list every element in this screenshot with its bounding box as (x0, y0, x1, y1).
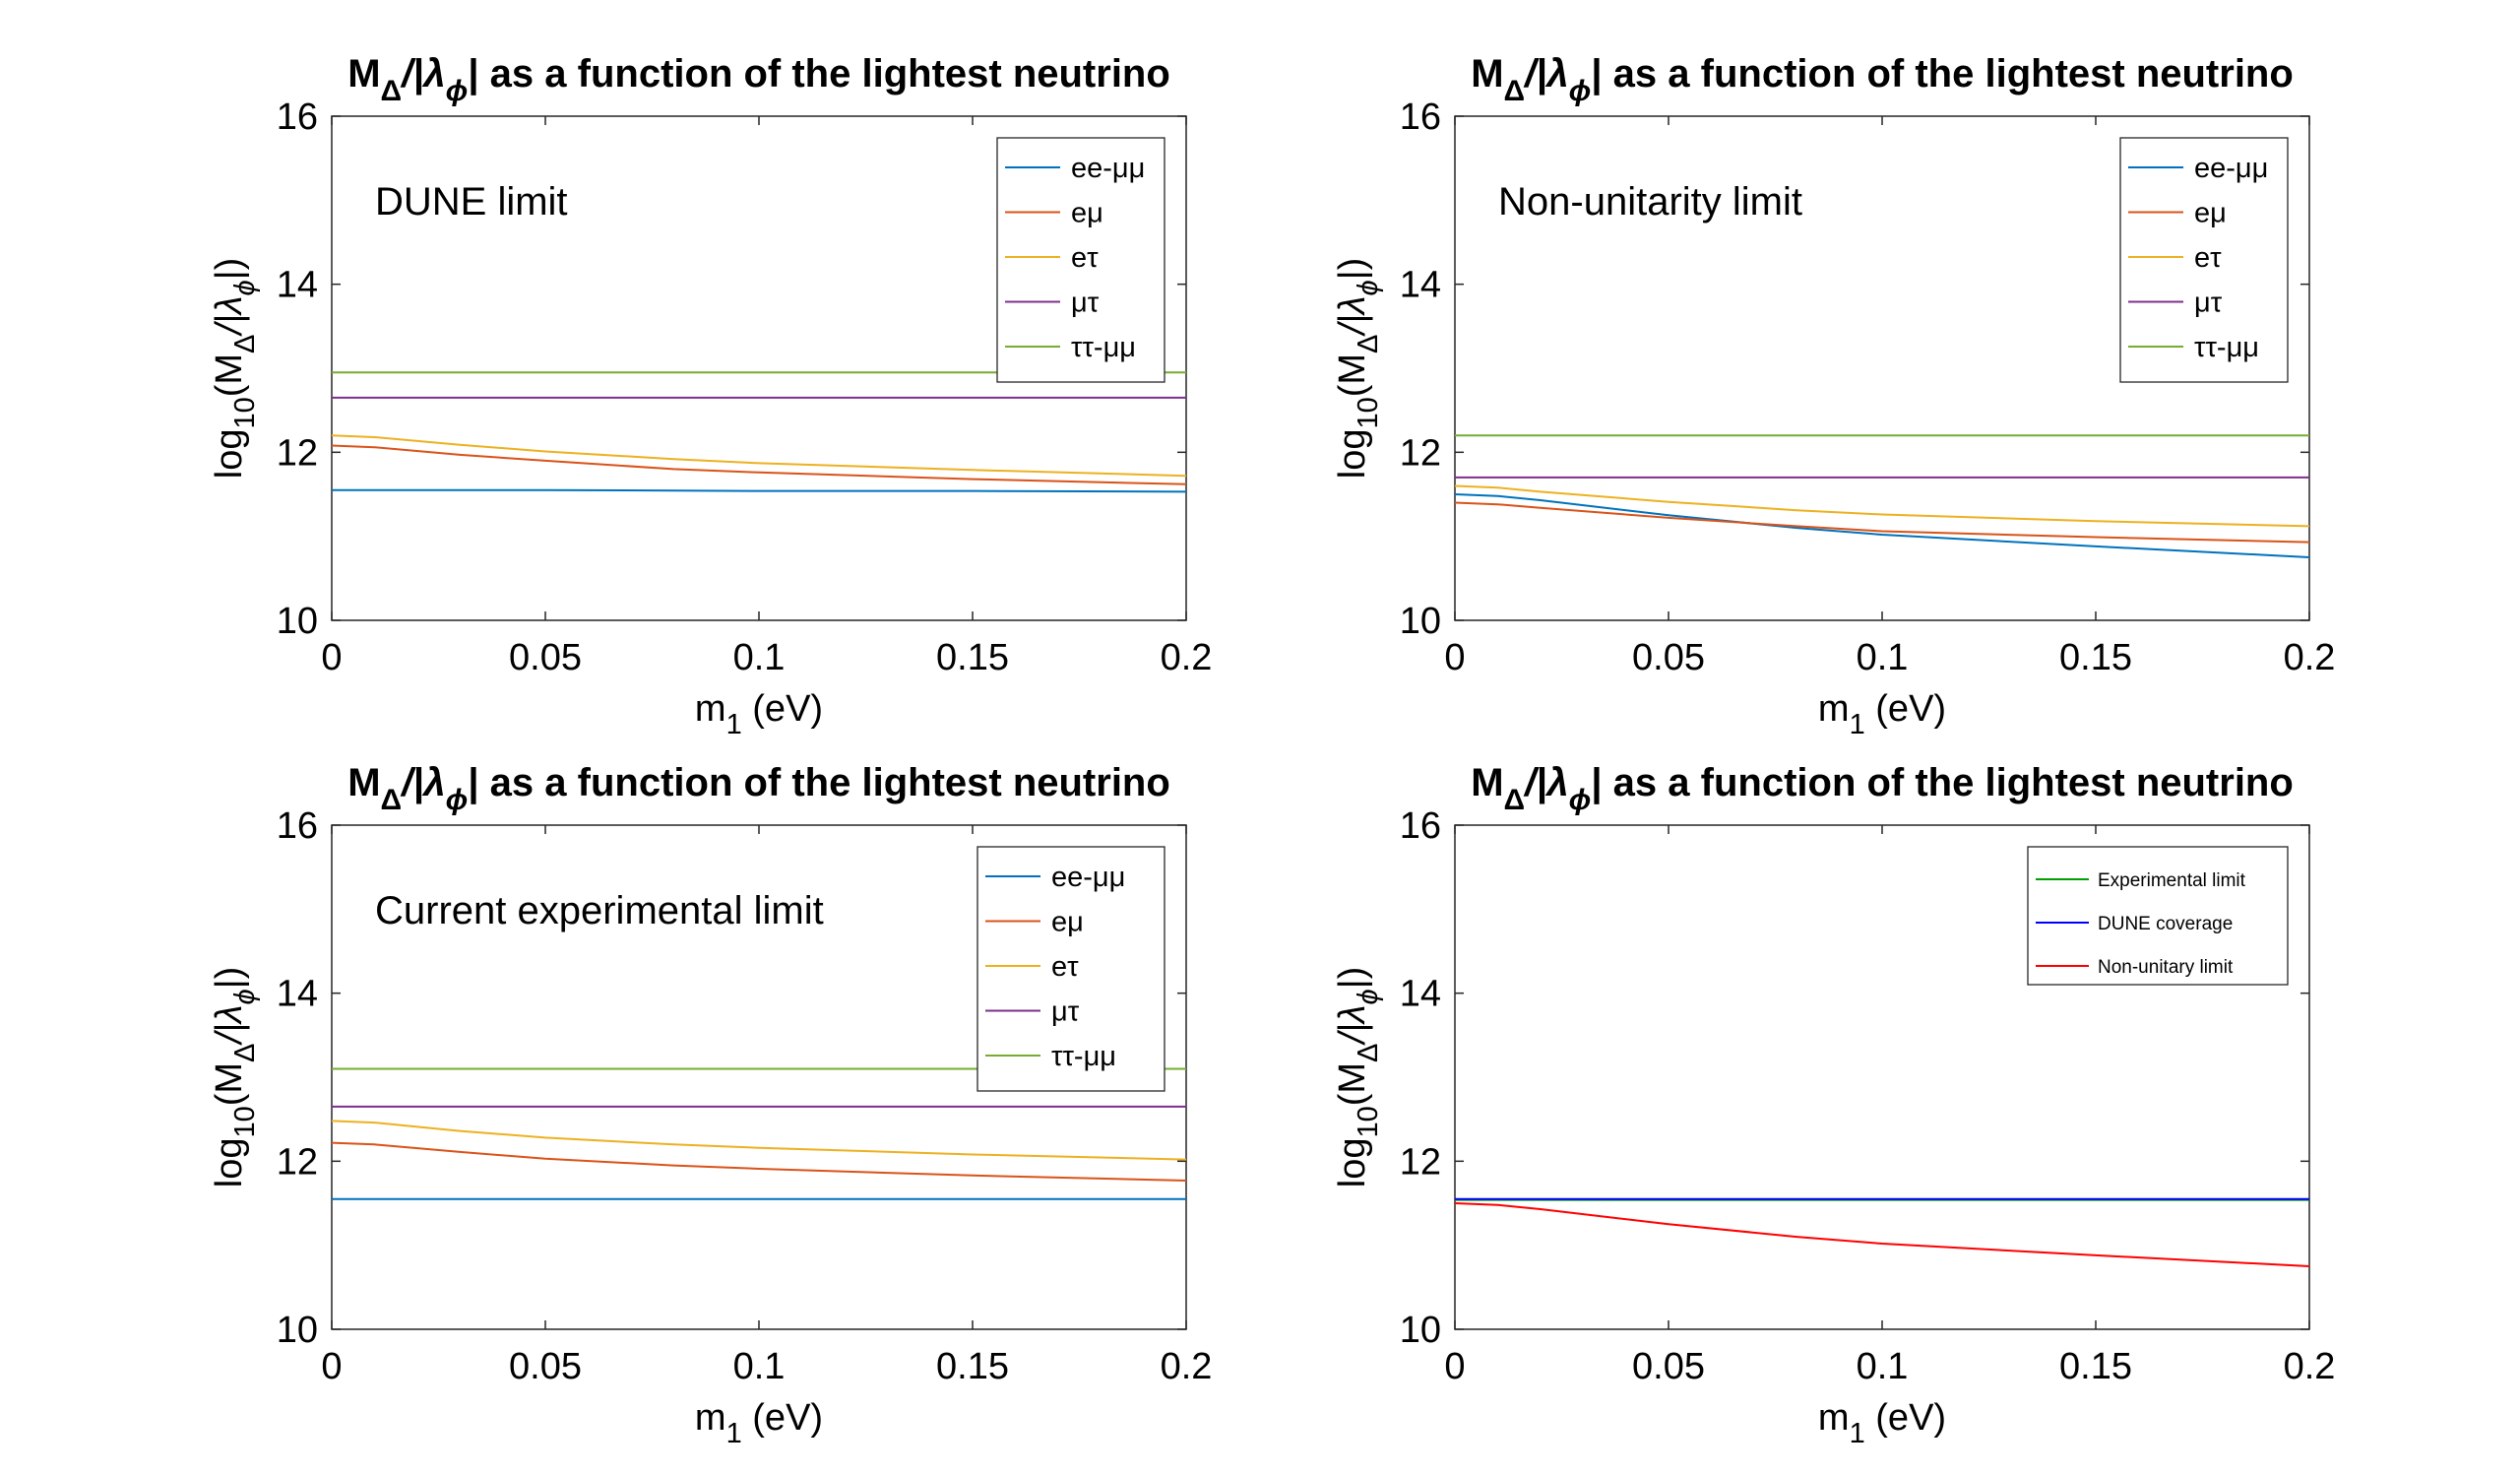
y-axis-label: log10(MΔ/|λϕ|) (1332, 258, 1384, 479)
legend: ee-μμ eμ eτ μτ ττ-μμ (2119, 137, 2289, 383)
y-tick-label: 16 (1400, 96, 1441, 138)
plot-annotation: Current experimental limit (375, 889, 824, 932)
x-tick-label: 0.15 (2059, 1346, 2132, 1387)
x-axis-label: m1 (eV) (1818, 688, 1946, 740)
x-tick-label: 0 (1444, 1346, 1465, 1387)
x-tick-label: 0.05 (1632, 637, 1705, 678)
legend-entry: Non-unitary limit (2098, 957, 2234, 978)
x-tick-label: 0.05 (509, 637, 582, 678)
y-tick-label: 14 (277, 974, 318, 1015)
plot-annotation: DUNE limit (375, 180, 568, 224)
x-tick-label: 0.15 (936, 1346, 1009, 1387)
legend: Experimental limit DUNE coverage Non-unita… (2027, 846, 2289, 986)
legend-entry: ee-μμ (1071, 153, 1145, 184)
legend: ee-μμ eμ eτ μτ ττ-μμ (976, 846, 1166, 1092)
legend-entry: ττ-μμ (1071, 332, 1136, 363)
y-tick-label: 16 (277, 96, 318, 138)
legend-entry: eτ (2194, 242, 2222, 274)
plot-title: MΔ/|λϕ| as a function of the lightest ne… (347, 52, 1170, 107)
series-line-2 (331, 444, 1187, 485)
y-tick-label: 10 (277, 1310, 318, 1351)
x-axis-label: m1 (eV) (695, 688, 823, 740)
plot-title: MΔ/|λϕ| as a function of the lightest ne… (347, 761, 1170, 816)
subplot-1: 0 0.05 0.1 0.15 0.2 10 12 14 16 MΔ/|λϕ| as a func… (209, 52, 1212, 740)
subplot-4: 0 0.05 0.1 0.15 0.2 10 12 14 16 MΔ/|λϕ| as a func… (1332, 761, 2335, 1449)
x-axis-label: m1 (eV) (695, 1397, 823, 1449)
plot-annotation: Non-unitarity limit (1498, 180, 1802, 224)
y-axis-label: log10(MΔ/|λϕ|) (209, 967, 261, 1187)
legend-box (2119, 137, 2289, 383)
x-tick-label: 0.1 (733, 637, 786, 678)
y-tick-label: 12 (1400, 1141, 1441, 1183)
series-line-3 (331, 1120, 1187, 1161)
y-tick-label: 16 (1400, 805, 1441, 847)
x-tick-label: 0.15 (2059, 637, 2132, 678)
legend-box (2027, 846, 2289, 986)
legend-entry: μτ (1071, 288, 1100, 319)
series-line-3 (331, 434, 1187, 478)
legend-entry: eμ (1051, 907, 1084, 938)
y-tick-label: 14 (1400, 974, 1441, 1015)
legend-box (976, 846, 1166, 1092)
series-line-2 (1454, 501, 2310, 544)
plot-title: MΔ/|λϕ| as a function of the lightest ne… (1471, 52, 2294, 107)
legend-entry: eμ (2194, 198, 2227, 229)
y-axis-label: log10(MΔ/|λϕ|) (1332, 967, 1384, 1187)
y-tick-label: 10 (277, 601, 318, 642)
x-axis-label: m1 (eV) (1818, 1397, 1946, 1449)
y-tick-label: 10 (1400, 1310, 1441, 1351)
x-tick-label: 0.2 (2284, 637, 2336, 678)
legend-entry: ee-μμ (2194, 153, 2268, 184)
legend-entry: μτ (2194, 288, 2223, 319)
x-tick-label: 0.2 (1161, 637, 1213, 678)
x-tick-label: 0.1 (733, 1346, 786, 1387)
series-line-3 (1454, 484, 2310, 528)
x-tick-label: 0 (1444, 637, 1465, 678)
legend-entry: Experimental limit (2098, 870, 2246, 891)
y-tick-label: 16 (277, 805, 318, 847)
legend-entry: eτ (1071, 242, 1099, 274)
series-line-3 (1454, 1202, 2310, 1267)
x-tick-label: 0.2 (1161, 1346, 1213, 1387)
x-tick-label: 0 (321, 637, 342, 678)
x-tick-label: 0.2 (2284, 1346, 2336, 1387)
legend-box (996, 137, 1166, 383)
series-line-1 (332, 488, 1187, 493)
y-tick-label: 12 (277, 1141, 318, 1183)
legend-entry: ττ-μμ (1051, 1041, 1116, 1072)
subplot-3: 0 0.05 0.1 0.15 0.2 10 12 14 16 MΔ/|λϕ| as a func… (209, 761, 1212, 1449)
x-tick-label: 0.05 (509, 1346, 582, 1387)
plot-title: MΔ/|λϕ| as a function of the lightest ne… (1471, 761, 2294, 816)
y-tick-label: 14 (277, 265, 318, 306)
legend-entry: eτ (1051, 951, 1079, 983)
subplot-2: 0 0.05 0.1 0.15 0.2 10 12 14 16 MΔ/|λϕ| as a func… (1332, 52, 2335, 740)
y-tick-label: 12 (277, 432, 318, 474)
x-tick-label: 0.05 (1632, 1346, 1705, 1387)
x-tick-label: 0.15 (936, 637, 1009, 678)
legend-entry: DUNE coverage (2098, 914, 2233, 934)
x-tick-label: 0.1 (1857, 1346, 1909, 1387)
x-tick-label: 0 (321, 1346, 342, 1387)
legend: ee-μμ eμ eτ μτ ττ-μμ (996, 137, 1166, 383)
y-tick-label: 12 (1400, 432, 1441, 474)
y-tick-label: 14 (1400, 265, 1441, 306)
y-axis-label: log10(MΔ/|λϕ|) (209, 258, 261, 479)
legend-entry: eμ (1071, 198, 1103, 229)
legend-entry: ee-μμ (1051, 862, 1125, 893)
legend-entry: ττ-μμ (2194, 332, 2259, 363)
legend-entry: μτ (1051, 996, 1080, 1028)
x-tick-label: 0.1 (1857, 637, 1909, 678)
y-tick-label: 10 (1400, 601, 1441, 642)
series-line-2 (331, 1141, 1187, 1182)
